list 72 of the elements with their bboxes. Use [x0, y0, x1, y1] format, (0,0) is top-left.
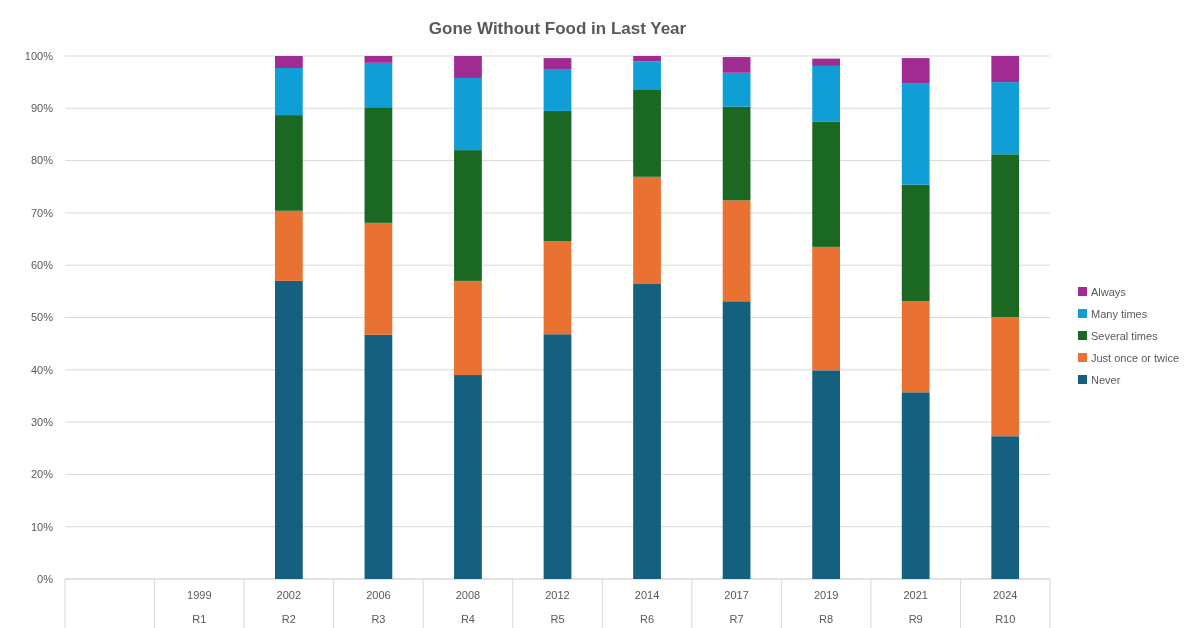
x-tick-label: 2024 R10: [992, 589, 1018, 625]
y-tick-label: 30%: [30, 415, 54, 428]
bar: [722, 200, 751, 302]
bar: [274, 115, 303, 211]
bar: [991, 316, 1020, 437]
x-tick-label: 2017 R7: [724, 589, 749, 625]
bar: [454, 280, 482, 376]
bar: [633, 284, 661, 579]
bar: [274, 210, 303, 281]
bar: [991, 82, 1020, 155]
bar: [991, 56, 1020, 83]
x-tick-label: 2019 R8: [813, 589, 839, 625]
bar: [633, 56, 661, 62]
bar: [543, 110, 572, 242]
x-tick-label: 2002 R2: [276, 589, 302, 625]
bar: [364, 56, 393, 63]
legend-label: Several times: [1091, 329, 1159, 342]
bar: [991, 154, 1020, 317]
legend-label: Just once or twice: [1091, 351, 1180, 364]
bar: [454, 150, 482, 281]
y-tick-label: 90%: [30, 102, 54, 115]
bar: [812, 58, 841, 66]
bar: [991, 436, 1020, 579]
bar: [454, 375, 482, 579]
bar: [633, 176, 661, 285]
bar: [722, 57, 751, 73]
bar: [722, 106, 751, 201]
bar: [901, 301, 930, 393]
x-tick-label: 1999 R1: [187, 589, 212, 625]
chart-title: Gone Without Food in Last Year: [428, 19, 687, 38]
bar: [812, 121, 841, 247]
bar: [364, 334, 393, 579]
legend-label: Many times: [1091, 307, 1148, 320]
x-tick-label: 2014 R6: [634, 589, 660, 625]
legend-label: Always: [1091, 285, 1127, 298]
y-tick-label: 70%: [30, 206, 54, 219]
y-tick-label: 100%: [24, 49, 54, 62]
bar: [364, 62, 393, 108]
y-tick-label: 60%: [30, 259, 54, 272]
y-tick-label: 0%: [37, 572, 54, 585]
bar: [543, 241, 572, 335]
bar: [812, 246, 841, 371]
legend-label: Never: [1091, 373, 1121, 386]
x-tick-label: 2021 R9: [903, 589, 928, 625]
bar: [633, 61, 661, 90]
bar: [274, 280, 303, 579]
bar: [454, 77, 482, 151]
bar: [543, 69, 572, 111]
bar: [543, 334, 572, 579]
bar: [812, 65, 841, 122]
bar: [364, 222, 393, 335]
bar: [274, 56, 303, 69]
bar: [543, 58, 572, 70]
y-tick-label: 80%: [30, 154, 54, 167]
bar: [901, 184, 930, 302]
x-tick-label: 2006 R3: [366, 589, 391, 625]
bar: [454, 56, 482, 78]
y-tick-label: 20%: [30, 468, 54, 481]
bar: [812, 370, 841, 579]
bar: [364, 107, 393, 223]
y-tick-label: 40%: [30, 363, 54, 376]
bar: [901, 58, 930, 84]
x-tick-label: 2008 R4: [455, 589, 481, 625]
x-tick-label: 2012 R5: [545, 589, 570, 625]
y-tick-label: 10%: [30, 520, 54, 533]
bar: [901, 392, 930, 579]
bar: [274, 68, 303, 116]
y-tick-label: 50%: [30, 311, 54, 324]
bar: [901, 83, 930, 185]
bar: [633, 90, 661, 177]
bar: [722, 301, 751, 579]
bar: [722, 72, 751, 107]
